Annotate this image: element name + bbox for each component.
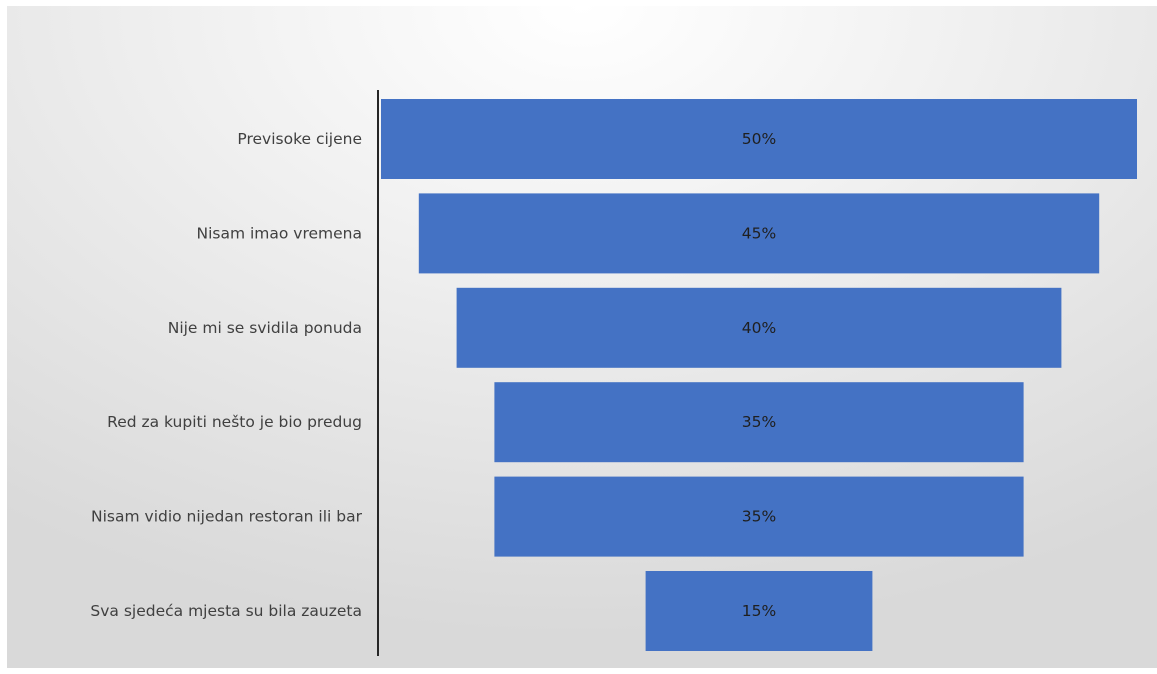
data-label: 45%	[742, 224, 776, 242]
funnel-chart: 50% Previsoke cijene 45% Nisam imao vremena…	[90, 90, 1137, 656]
chart-area: 50% Previsoke cijene 45% Nisam imao vremena…	[7, 6, 1157, 668]
category-label: Nisam vidio nijedan restoran ili bar	[91, 508, 363, 526]
funnel-bar	[494, 476, 1024, 557]
funnel-bar	[418, 193, 1100, 274]
data-label: 35%	[742, 413, 776, 431]
data-label: 35%	[742, 508, 776, 526]
category-label: Previsoke cijene	[237, 130, 362, 148]
data-label: 50%	[742, 130, 776, 148]
category-label: Sva sjedeća mjesta su bila zauzeta	[90, 602, 362, 620]
category-label: Nisam imao vremena	[196, 224, 362, 242]
funnel-bar	[381, 99, 1137, 179]
data-label: 40%	[742, 319, 776, 337]
bars-layer	[381, 99, 1137, 651]
funnel-bar	[494, 382, 1024, 463]
labels-layer: 50% Previsoke cijene 45% Nisam imao vremena…	[90, 130, 776, 620]
funnel-bar	[645, 571, 873, 651]
data-label: 15%	[742, 602, 776, 620]
category-label: Nije mi se svidila ponuda	[168, 319, 362, 337]
category-label: Red za kupiti nešto je bio predug	[107, 413, 362, 431]
funnel-bar	[456, 287, 1062, 368]
